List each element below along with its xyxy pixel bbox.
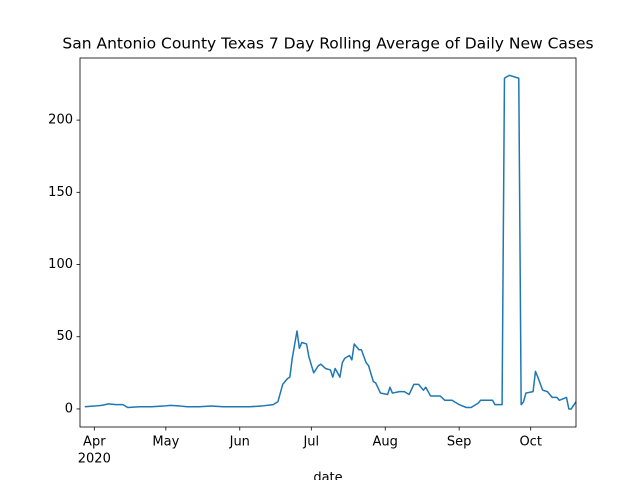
x-tick-label: Sep [447, 435, 472, 450]
y-tick-label: 100 [48, 257, 73, 272]
x-axis-label: date [313, 471, 342, 480]
x-tick-label: May [152, 435, 179, 450]
x-tick-label: Aug [373, 435, 398, 450]
x-tick-label: Oct [519, 435, 541, 450]
y-tick-label: 200 [48, 113, 73, 128]
x-tick-label: Jun [229, 435, 250, 450]
y-tick-label: 0 [65, 401, 73, 416]
x-tick-label: Jul [302, 435, 319, 450]
x-tick-sublabel: 2020 [78, 452, 111, 467]
data-line [84, 74, 577, 410]
y-tick-label: 150 [48, 185, 73, 200]
plot-frame [79, 57, 577, 428]
chart-title: San Antonio County Texas 7 Day Rolling A… [62, 35, 593, 53]
y-tick-label: 50 [56, 329, 73, 344]
x-tick-label: Apr [83, 435, 106, 450]
